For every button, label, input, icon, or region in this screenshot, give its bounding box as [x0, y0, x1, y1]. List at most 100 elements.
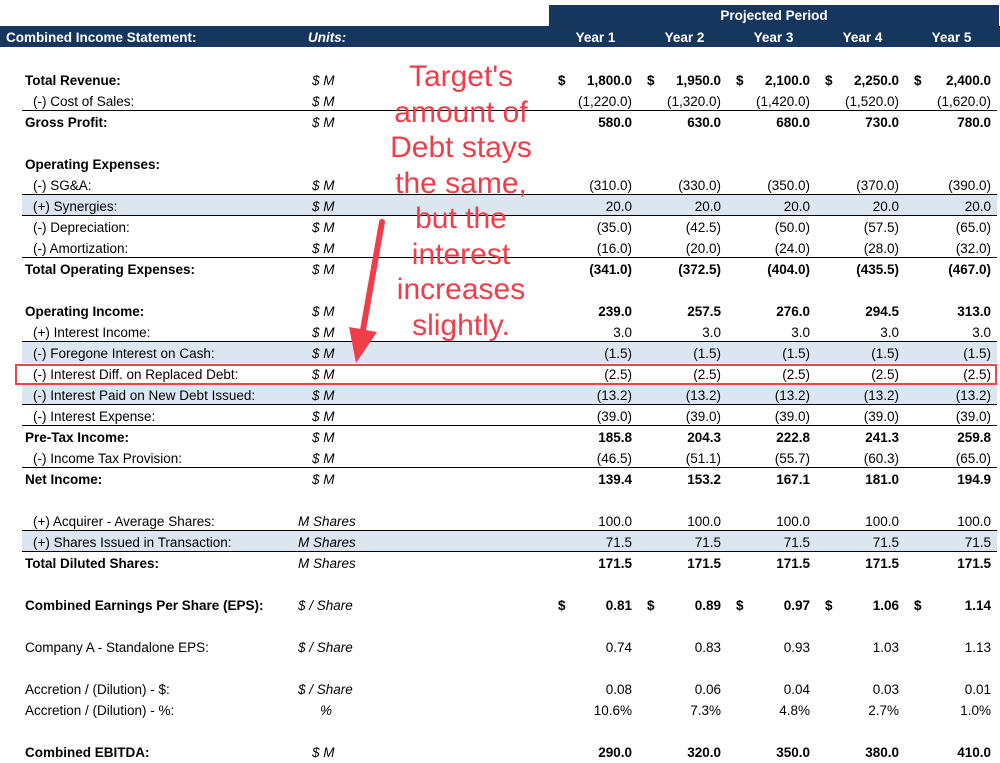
table-row-interest-diff: (-) Interest Diff. on Replaced Debt: $ M (… — [0, 363, 1000, 384]
annotation-line: the same, — [395, 166, 527, 200]
currency-symbol: $ — [647, 73, 655, 88]
row-label: Company A - Standalone EPS: — [25, 640, 209, 655]
row-label: (+) Shares Issued in Transaction: — [33, 535, 232, 550]
row-unit: $ M — [312, 94, 335, 109]
row-unit: $ M — [312, 73, 335, 88]
row-unit: $ / Share — [298, 640, 353, 655]
year-2-header: Year 2 — [664, 30, 705, 45]
table-cell: 1,950.0 — [675, 73, 721, 88]
table-cell: (2.5) — [782, 367, 810, 382]
table-cell: 0.74 — [605, 640, 632, 655]
table-cell: (39.0) — [955, 409, 991, 424]
row-label: (-) Interest Expense: — [33, 409, 156, 424]
row-label: (-) Foregone Interest on Cash: — [33, 346, 215, 361]
row-unit: $ M — [312, 199, 335, 214]
table-cell: (39.0) — [596, 409, 632, 424]
table-cell: 410.0 — [957, 745, 991, 760]
table-cell: 0.01 — [964, 682, 991, 697]
table-cell: 0.81 — [605, 598, 632, 613]
table-cell: 20.0 — [605, 199, 632, 214]
table-cell: 171.5 — [957, 556, 991, 571]
currency-symbol: $ — [558, 598, 566, 613]
table-cell: (50.0) — [774, 220, 810, 235]
row-label: Operating Income: — [25, 304, 145, 319]
table-cell: (435.5) — [856, 262, 899, 277]
table-cell: 2,400.0 — [945, 73, 991, 88]
table-row-acquirer-shares: (+) Acquirer - Average Shares: M Shares 10… — [0, 510, 1000, 531]
row-label: (-) Income Tax Provision: — [33, 451, 183, 466]
table-cell: (1,320.0) — [666, 94, 721, 109]
table-row-gross-profit: Gross Profit: $ M 580.0 630.0 680.0 730.0 780.… — [0, 111, 1000, 132]
table-cell: 100.0 — [776, 514, 810, 529]
table-cell: 241.3 — [865, 430, 899, 445]
table-cell: 0.06 — [694, 682, 721, 697]
table-row-income-tax: (-) Income Tax Provision: $ M (46.5) (51.1)… — [0, 447, 1000, 468]
table-cell: (46.5) — [596, 451, 632, 466]
table-cell: (42.5) — [685, 220, 721, 235]
row-unit: M Shares — [298, 514, 356, 529]
table-cell: (1.5) — [871, 346, 899, 361]
table-cell: 71.5 — [964, 535, 991, 550]
table-cell: 2,100.0 — [764, 73, 810, 88]
table-cell: 294.5 — [865, 304, 899, 319]
row-label: Gross Profit: — [25, 115, 108, 130]
table-cell: 0.89 — [694, 598, 721, 613]
table-cell: 171.5 — [598, 556, 632, 571]
year-4-header: Year 4 — [842, 30, 883, 45]
table-cell: 1.0% — [960, 703, 991, 718]
table-cell: (2.5) — [693, 367, 721, 382]
table-cell: (372.5) — [678, 262, 721, 277]
table-cell: 7.3% — [690, 703, 721, 718]
currency-symbol: $ — [914, 73, 922, 88]
row-unit: $ M — [312, 262, 335, 277]
table-row-pretax-income: Pre-Tax Income: $ M 185.8 204.3 222.8 241.3 25… — [0, 426, 1000, 447]
table-cell: 3.0 — [880, 325, 899, 340]
currency-symbol: $ — [825, 598, 833, 613]
table-cell: 0.04 — [783, 682, 810, 697]
table-cell: (2.5) — [871, 367, 899, 382]
table-cell: (13.2) — [596, 388, 632, 403]
row-label: (+) Synergies: — [33, 199, 118, 214]
table-cell: 259.8 — [957, 430, 991, 445]
currency-symbol: $ — [825, 73, 833, 88]
table-cell: 0.03 — [872, 682, 899, 697]
table-cell: 239.0 — [598, 304, 632, 319]
table-cell: 3.0 — [702, 325, 721, 340]
table-cell: 171.5 — [776, 556, 810, 571]
row-unit: $ M — [312, 367, 335, 382]
row-unit: $ M — [312, 304, 335, 319]
table-cell: 100.0 — [687, 514, 721, 529]
currency-symbol: $ — [736, 73, 744, 88]
table-cell: 0.83 — [694, 640, 721, 655]
table-cell: 71.5 — [694, 535, 721, 550]
table-cell: 2.7% — [868, 703, 899, 718]
row-label: Total Revenue: — [25, 73, 121, 88]
row-unit: $ / Share — [298, 598, 353, 613]
table-cell: 139.4 — [598, 472, 632, 487]
row-unit: $ M — [312, 220, 335, 235]
table-cell: (39.0) — [863, 409, 899, 424]
row-label: (-) Interest Diff. on Replaced Debt: — [33, 367, 239, 382]
row-unit: $ M — [312, 178, 335, 193]
table-row-combined-eps: Combined Earnings Per Share (EPS): $ / Sh… — [0, 594, 1000, 615]
table-cell: (28.0) — [863, 241, 899, 256]
row-unit: M Shares — [298, 556, 356, 571]
table-row-depreciation: (-) Depreciation: $ M (35.0) (42.5) (50.0) (5… — [0, 216, 1000, 237]
table-cell: (2.5) — [604, 367, 632, 382]
table-cell: (39.0) — [685, 409, 721, 424]
table-cell: 380.0 — [865, 745, 899, 760]
row-unit: $ / Share — [298, 682, 353, 697]
row-label: Pre-Tax Income: — [25, 430, 130, 445]
table-cell: 204.3 — [687, 430, 721, 445]
row-label: (-) Amortization: — [33, 241, 129, 256]
table-row-accretion-pct: Accretion / (Dilution) - %:% 10.6% 7.3% 4.8… — [0, 699, 1000, 720]
table-row-shares-issued: (+) Shares Issued in Transaction: M Share… — [0, 531, 1000, 552]
row-label: Combined EBITDA: — [25, 745, 150, 760]
row-label: (-) SG&A: — [33, 178, 92, 193]
table-cell: (390.0) — [948, 178, 991, 193]
table-cell: 2,250.0 — [853, 73, 899, 88]
table-cell: 181.0 — [865, 472, 899, 487]
year-5-header: Year 5 — [931, 30, 972, 45]
table-cell: (65.0) — [955, 451, 991, 466]
units-header: Units: — [308, 30, 347, 45]
